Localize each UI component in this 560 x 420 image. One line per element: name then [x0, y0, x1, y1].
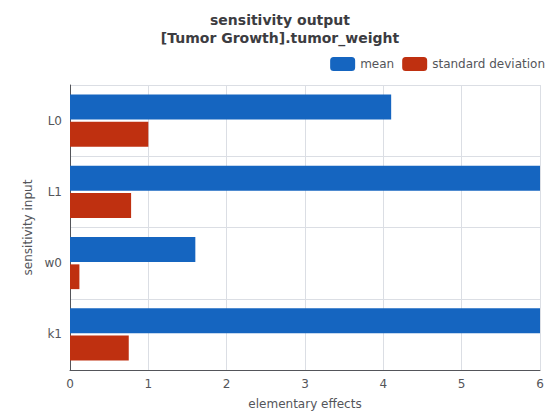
svg-text:0: 0 — [66, 377, 74, 391]
svg-text:L1: L1 — [48, 185, 62, 199]
svg-text:elementary effects: elementary effects — [248, 397, 361, 411]
svg-text:5: 5 — [458, 377, 466, 391]
svg-text:4: 4 — [380, 377, 388, 391]
svg-text:1: 1 — [145, 377, 153, 391]
svg-text:2: 2 — [223, 377, 231, 391]
svg-text:sensitivity input: sensitivity input — [21, 179, 35, 275]
svg-text:6: 6 — [536, 377, 544, 391]
svg-text:standard deviation: standard deviation — [432, 57, 545, 71]
svg-text:k1: k1 — [47, 327, 62, 341]
svg-text:3: 3 — [301, 377, 309, 391]
svg-text:mean: mean — [360, 57, 394, 71]
svg-text:sensitivity output: sensitivity output — [210, 12, 350, 28]
svg-text:L0: L0 — [48, 114, 62, 128]
svg-text:[Tumor Growth].tumor_weight: [Tumor Growth].tumor_weight — [161, 30, 400, 47]
svg-text:w0: w0 — [45, 256, 62, 270]
